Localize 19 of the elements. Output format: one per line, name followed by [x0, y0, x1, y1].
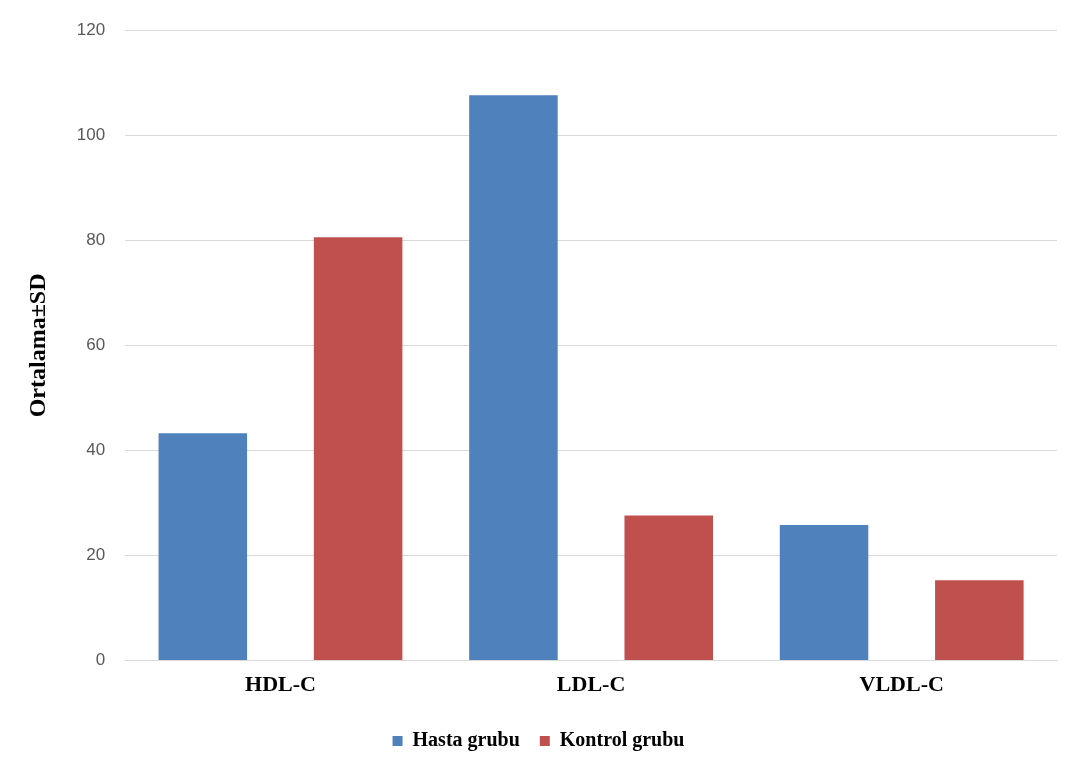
bar [779, 525, 869, 661]
bar [469, 95, 558, 661]
bar [624, 515, 713, 661]
bar [313, 237, 403, 661]
x-tick-label: HDL-C [245, 671, 316, 697]
y-tick-label: 80 [86, 230, 106, 250]
legend-label: Kontrol grubu [559, 728, 685, 752]
y-tick-label: 0 [95, 650, 106, 670]
y-tick-label: 120 [76, 19, 106, 39]
bar [935, 580, 1024, 661]
x-tick-label: LDL-C [556, 671, 626, 697]
bar [158, 433, 248, 661]
x-tick-label: VLDL-C [859, 671, 944, 697]
y-tick-label: 60 [86, 335, 106, 355]
y-axis-title: Ortalama±SD [23, 273, 50, 418]
legend-label: Hasta grubu [412, 728, 520, 752]
y-tick-label: 100 [76, 124, 106, 144]
y-tick-label: 40 [86, 440, 106, 460]
y-tick-label: 20 [86, 545, 106, 565]
